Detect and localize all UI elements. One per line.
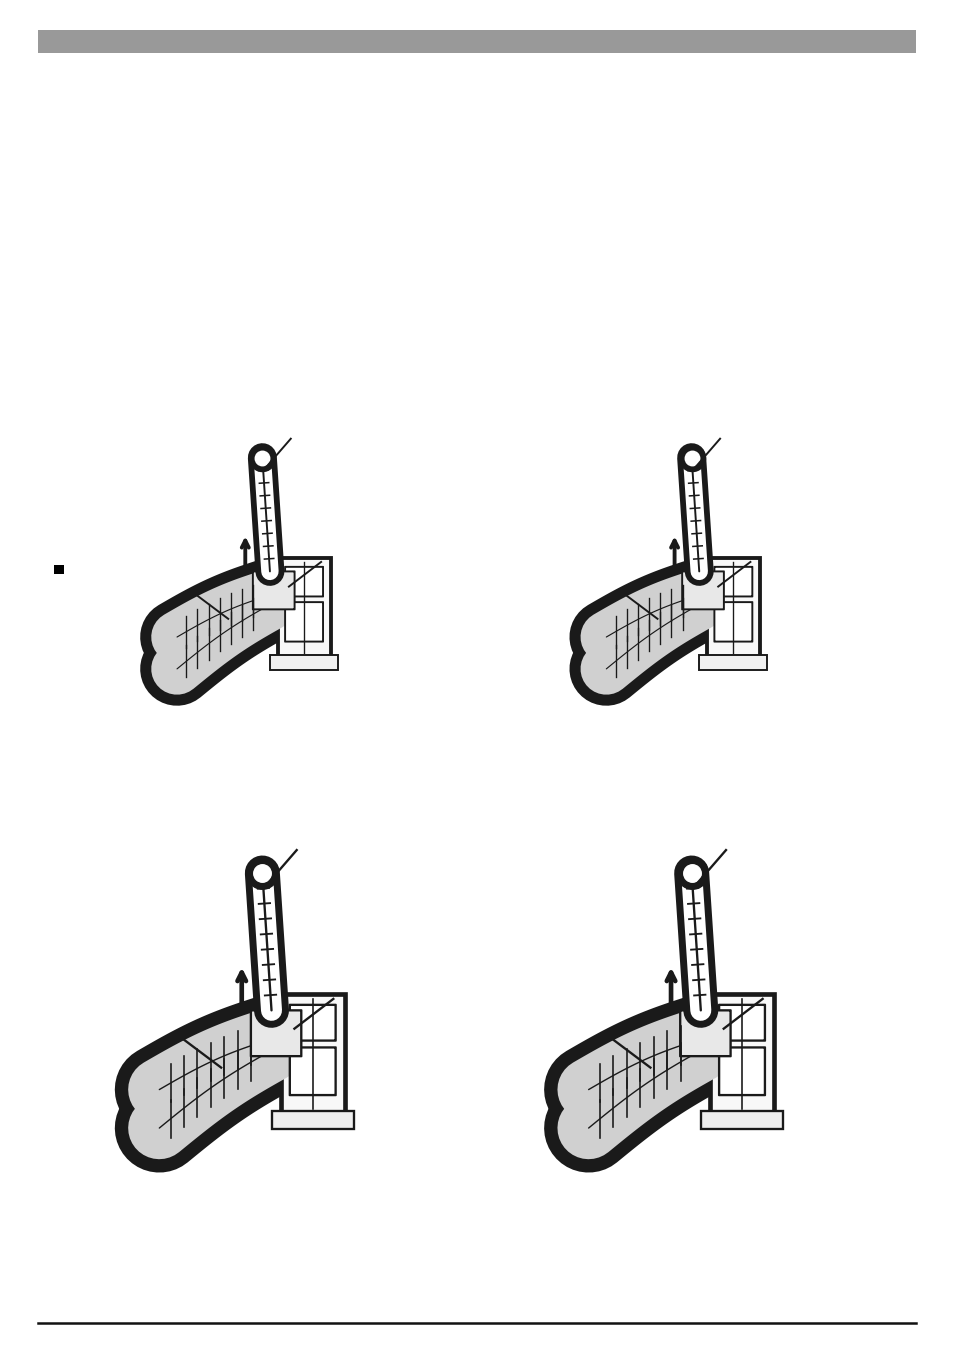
FancyBboxPatch shape	[270, 655, 338, 670]
FancyBboxPatch shape	[251, 1011, 301, 1055]
FancyBboxPatch shape	[679, 1011, 730, 1055]
FancyBboxPatch shape	[285, 568, 323, 596]
Bar	[54, 565, 64, 574]
FancyBboxPatch shape	[272, 1111, 354, 1130]
FancyBboxPatch shape	[714, 568, 752, 596]
FancyBboxPatch shape	[706, 558, 760, 656]
FancyBboxPatch shape	[253, 572, 294, 609]
FancyBboxPatch shape	[714, 603, 752, 642]
FancyBboxPatch shape	[681, 572, 723, 609]
FancyBboxPatch shape	[700, 1111, 782, 1130]
FancyBboxPatch shape	[290, 1047, 335, 1095]
FancyBboxPatch shape	[285, 603, 323, 642]
FancyBboxPatch shape	[699, 655, 766, 670]
FancyBboxPatch shape	[719, 1004, 764, 1041]
FancyBboxPatch shape	[290, 1004, 335, 1041]
Bar	[38, 30, 915, 53]
FancyBboxPatch shape	[277, 558, 331, 656]
FancyBboxPatch shape	[709, 995, 773, 1113]
FancyBboxPatch shape	[719, 1047, 764, 1095]
FancyBboxPatch shape	[280, 995, 344, 1113]
